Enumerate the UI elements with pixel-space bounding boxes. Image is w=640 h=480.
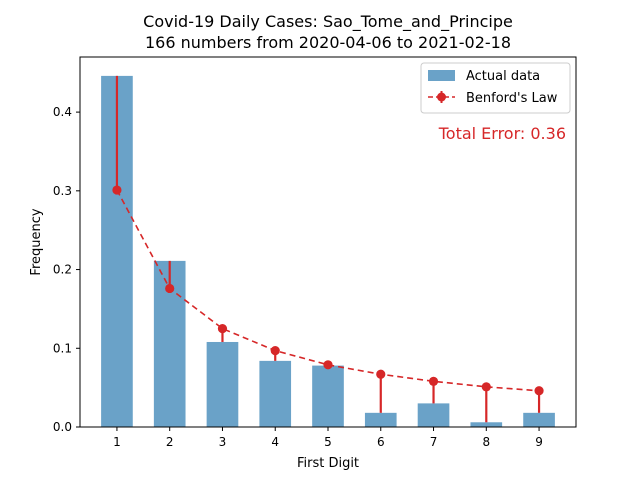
benford-point-digit-7: [428, 376, 439, 386]
y-axis-label: Frequency: [29, 208, 44, 275]
benford-point-digit-4: [270, 346, 280, 356]
y-tick-label: 0.1: [53, 341, 72, 355]
x-axis-label: First Digit: [297, 456, 359, 471]
x-tick-label: 4: [271, 435, 279, 449]
benford-point-digit-9: [534, 386, 544, 396]
bar-digit-3: [206, 341, 239, 427]
benford-point-digit-6: [376, 369, 386, 379]
legend-box: [420, 62, 571, 114]
benford-point-digit-8: [481, 382, 491, 392]
legend-marker-benfords-law: [437, 92, 446, 102]
benford-point-digit-5: [323, 360, 333, 370]
bar-digit-8: [470, 422, 503, 427]
x-tick-label: 9: [535, 435, 543, 449]
x-tick-label: 6: [377, 435, 385, 449]
legend-label-benfords-law: Benford's Law: [466, 91, 558, 106]
total-error-annotation: Total Error: 0.36: [438, 124, 566, 143]
x-tick-label: 8: [482, 435, 490, 449]
x-tick-label: 3: [219, 435, 227, 449]
chart-title-line1: Covid-19 Daily Cases: Sao_Tome_and_Princ…: [143, 12, 513, 32]
x-tick-label: 5: [324, 435, 332, 449]
x-tick-label: 2: [166, 435, 174, 449]
x-tick-label: 1: [113, 435, 121, 449]
bar-digit-6: [364, 412, 397, 427]
benford-point-digit-3: [217, 323, 228, 334]
benford-point-digit-2: [165, 283, 175, 294]
bar-digit-7: [417, 403, 450, 427]
y-tick-label: 0.4: [53, 105, 72, 119]
legend: Actual data Benford's Law: [420, 62, 571, 114]
bar-digit-9: [523, 412, 555, 427]
x-ticks-layer: 1 2 3 4 5 6 7 8 9: [113, 427, 543, 449]
y-tick-label: 0.3: [53, 184, 72, 198]
legend-label-actual-data: Actual data: [466, 69, 540, 84]
benford-line: [116, 189, 540, 392]
x-tick-label: 7: [430, 435, 438, 449]
benford-line-layer: [112, 185, 544, 396]
bar-digit-4: [259, 360, 292, 427]
y-tick-label: 0.2: [53, 263, 72, 277]
benford-point-digit-1: [112, 185, 122, 195]
legend-swatch-actual-data: [428, 70, 455, 81]
y-tick-label: 0.0: [53, 420, 72, 434]
chart-title-line2: 166 numbers from 2020-04-06 to 2021-02-1…: [145, 33, 511, 52]
y-ticks-layer: 0.0 0.1 0.2 0.3 0.4: [53, 105, 80, 434]
bars-layer: [101, 75, 555, 427]
bar-digit-5: [312, 365, 344, 427]
